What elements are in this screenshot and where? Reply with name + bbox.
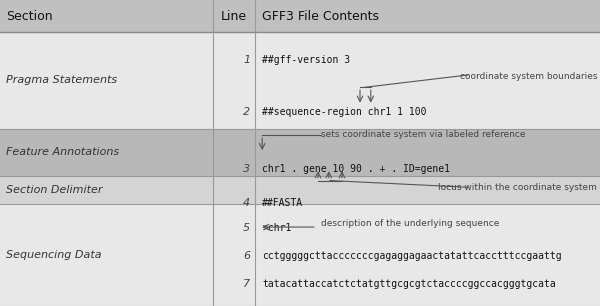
Text: ##sequence-region chr1 1 100: ##sequence-region chr1 1 100 — [262, 107, 427, 117]
Text: 1: 1 — [243, 55, 250, 65]
Bar — [0, 204, 600, 306]
Text: 4: 4 — [243, 198, 250, 207]
Text: coordinate system boundaries: coordinate system boundaries — [460, 72, 597, 81]
Bar — [0, 176, 600, 204]
Text: Pragma Statements: Pragma Statements — [6, 75, 117, 85]
Bar — [0, 0, 600, 32]
Text: >chr1: >chr1 — [262, 223, 292, 233]
Text: locus within the coordinate system: locus within the coordinate system — [438, 183, 597, 192]
Text: Line: Line — [221, 9, 247, 23]
Text: description of the underlying sequence: description of the underlying sequence — [321, 219, 499, 228]
Text: GFF3 File Contents: GFF3 File Contents — [262, 9, 379, 23]
Text: chr1 . gene 10 90 . + . ID=gene1: chr1 . gene 10 90 . + . ID=gene1 — [262, 164, 450, 174]
Text: Sequencing Data: Sequencing Data — [6, 250, 101, 260]
Text: cctgggggcttacccccccgagaggagaactatattcacctttccgaattg: cctgggggcttacccccccgagaggagaactatattcacc… — [262, 251, 562, 260]
Text: Section: Section — [6, 9, 53, 23]
Text: 5: 5 — [243, 223, 250, 233]
Text: ##FASTA: ##FASTA — [262, 198, 304, 207]
Bar — [0, 129, 600, 176]
Bar — [0, 32, 600, 129]
Text: ##gff-version 3: ##gff-version 3 — [262, 55, 350, 65]
Text: 2: 2 — [243, 107, 250, 117]
Text: 7: 7 — [243, 279, 250, 289]
Text: Section Delimiter: Section Delimiter — [6, 185, 103, 195]
Text: tatacattaccatctctatgttgcgcgtctaccccggccacgggtgcata: tatacattaccatctctatgttgcgcgtctaccccggcca… — [262, 279, 556, 289]
Text: Feature Annotations: Feature Annotations — [6, 147, 119, 157]
Text: 3: 3 — [243, 164, 250, 174]
Text: 6: 6 — [243, 251, 250, 260]
Text: sets coordinate system via labeled reference: sets coordinate system via labeled refer… — [321, 130, 526, 139]
